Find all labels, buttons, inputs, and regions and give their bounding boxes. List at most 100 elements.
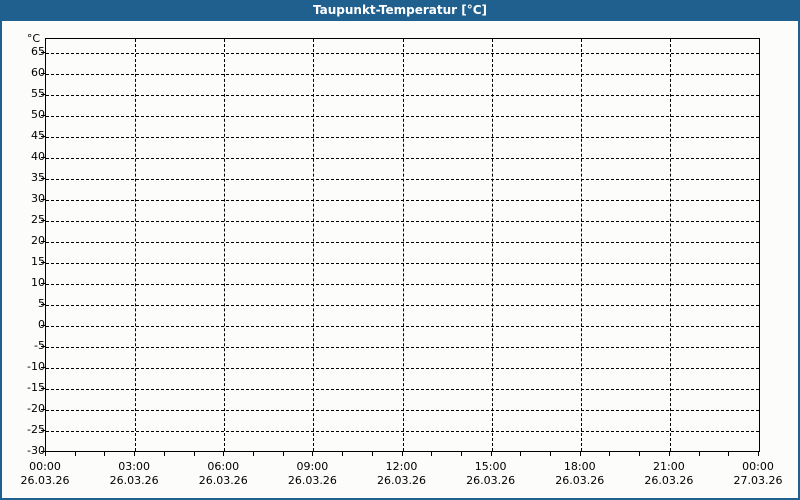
y-axis-tick-mark [41,345,45,347]
x-axis-tick-mark [431,452,433,456]
x-axis-tick-mark [312,452,314,456]
x-axis-tick-mark [74,452,76,456]
y-axis-labels: 65 60 55 50 45 40 35 30 25 20 15 10 5 0 -5 -10 -15 -20 -25… [2,21,45,498]
x-axis-tick-marks [45,452,761,457]
x-axis-tick-time: 12:00 [385,460,418,473]
x-axis-tick-time: 18:00 [563,460,596,473]
x-axis-tick-mark [371,452,373,456]
y-axis-tick-mark [41,240,45,242]
x-axis-tick-mark [252,452,254,456]
y-axis-tick-label: 15 [31,254,45,268]
y-axis-tick-label: 5 [38,296,45,310]
x-axis-tick-date: 26.03.26 [466,474,516,487]
x-axis-tick-mark [550,452,552,456]
y-axis-tick-mark [41,282,45,284]
x-axis-tick-label: 12:00 26.03.26 [357,460,447,488]
x-axis-tick-date: 26.03.26 [287,474,337,487]
chart-area: °C 65 60 55 50 45 40 35 30 25 20 15 10 5 0 -5 -10 -15 -20… [2,21,798,498]
gridline-vertical [402,39,404,451]
y-axis-tick-label: 20 [31,233,45,247]
y-axis-tick-mark [41,219,45,221]
y-axis-tick-mark [41,387,45,389]
x-axis-tick-time: 09:00 [296,460,329,473]
y-axis-tick-label: 40 [31,149,45,163]
y-axis-tick-label: -20 [27,401,45,415]
y-axis-tick-label: 25 [31,212,45,226]
x-axis-tick-label: 00:00 27.03.26 [713,460,800,488]
x-axis-tick-time: 00:00 [29,460,61,473]
x-axis-tick-mark [223,452,225,456]
y-axis-tick-label: 50 [31,107,45,121]
y-axis-tick-label: -25 [27,422,45,436]
x-axis-labels: 00:00 26.03.26 03:00 26.03.26 06:00 26.03.26 0… [2,458,798,498]
x-axis-tick-label: 09:00 26.03.26 [267,460,357,488]
x-axis-tick-mark [163,452,165,456]
y-axis-tick-label: 65 [31,44,45,58]
x-axis-tick-mark [579,452,581,456]
y-axis-unit-wrap: °C [2,33,40,45]
x-axis-tick-mark [193,452,195,456]
x-axis-tick-mark [282,452,284,456]
x-axis-tick-time: 00:00 [742,460,774,473]
y-axis-tick-label: -5 [34,338,45,352]
x-axis-tick-mark [728,452,730,456]
x-axis-tick-mark [490,452,492,456]
y-axis-tick-mark [41,198,45,200]
y-axis-tick-mark [41,51,45,53]
y-axis-tick-label: 35 [31,170,45,184]
y-axis-tick-label: 60 [31,65,45,79]
x-axis-tick-date: 26.03.26 [644,474,694,487]
x-axis-tick-mark [104,452,106,456]
x-axis-tick-label: 06:00 26.03.26 [178,460,268,488]
x-axis-tick-mark [342,452,344,456]
y-axis-tick-mark [41,156,45,158]
x-axis-tick-mark [520,452,522,456]
x-axis-tick-label: 00:00 26.03.26 [0,460,90,488]
x-axis-tick-label: 21:00 26.03.26 [624,460,714,488]
y-axis-tick-label: 30 [31,191,45,205]
y-axis-tick-mark [41,93,45,95]
y-axis-tick-label: 45 [31,128,45,142]
y-axis-unit-label: °C [26,32,40,45]
x-axis-tick-label: 15:00 26.03.26 [446,460,536,488]
x-axis-tick-time: 21:00 [653,460,685,473]
x-axis-tick-date: 26.03.26 [20,474,70,487]
y-axis-tick-mark [41,324,45,326]
gridline-vertical [669,39,671,451]
y-axis-tick-mark [41,303,45,305]
y-axis-tick-label: -30 [27,444,45,457]
gridline-vertical [580,39,582,451]
y-axis-tick-mark [41,366,45,368]
x-axis-tick-date: 26.03.26 [198,474,248,487]
gridline-vertical [135,39,137,451]
y-axis-tick-label: 55 [31,86,45,100]
x-axis-tick-mark [668,452,670,456]
x-axis-tick-time: 03:00 [118,460,150,473]
x-axis-tick-time: 15:00 [474,460,507,473]
y-axis-tick-label: -15 [27,380,45,394]
x-axis-tick-mark [45,452,46,456]
x-axis-tick-mark [134,452,136,456]
y-axis-tick-label: -10 [27,359,45,373]
x-axis-tick-label: 18:00 26.03.26 [535,460,625,488]
y-axis-tick-label: 0 [38,317,45,331]
title-bar: Taupunkt-Temperatur [°C] [0,0,800,21]
x-axis-tick-mark [460,452,462,456]
gridline-vertical [491,39,493,451]
x-axis-tick-mark [401,452,403,456]
x-axis-tick-time: 06:00 [207,460,240,473]
y-axis-tick-mark [41,114,45,116]
x-axis-tick-mark [639,452,641,456]
y-axis-tick-mark [41,408,45,410]
x-axis-tick-date: 27.03.26 [733,474,783,487]
x-axis-tick-date: 26.03.26 [109,474,159,487]
y-axis-tick-mark [41,177,45,179]
y-axis-tick-label: 10 [31,275,45,289]
gridline-vertical [313,39,315,451]
y-axis-tick-mark [41,72,45,74]
page-title: Taupunkt-Temperatur [°C] [312,3,488,17]
y-axis-tick-marks [41,21,46,498]
y-axis-tick-mark [41,451,45,452]
x-axis-tick-label: 03:00 26.03.26 [89,460,179,488]
